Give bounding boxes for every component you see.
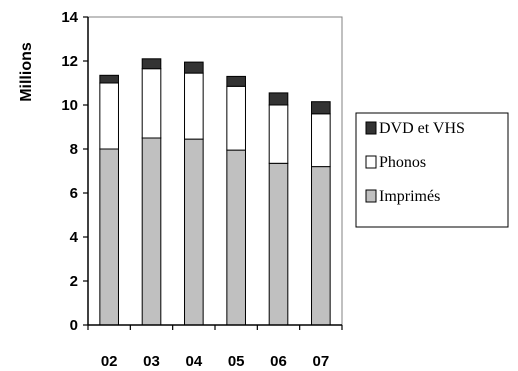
y-axis-title: Millions xyxy=(18,42,35,102)
x-tick-label: 02 xyxy=(101,353,118,370)
bar-segment-06-1 xyxy=(268,104,289,164)
bar-segment-02-2 xyxy=(99,74,119,84)
y-tick-label: 14 xyxy=(61,9,78,26)
bar-segment-05-1 xyxy=(226,85,246,151)
bar-segment-02-0 xyxy=(99,148,119,326)
legend-swatch xyxy=(365,189,377,203)
bar-segment-03-0 xyxy=(141,137,162,326)
legend-label: Imprimés xyxy=(379,188,440,205)
x-tick-label: 07 xyxy=(312,353,329,370)
bar-segment-07-1 xyxy=(311,113,331,168)
y-tick-label: 12 xyxy=(61,53,78,70)
bar-segment-02-1 xyxy=(99,82,119,150)
y-tick-label: 6 xyxy=(70,185,78,202)
bar-segment-05-2 xyxy=(226,75,246,87)
x-tick-label: 05 xyxy=(228,353,245,370)
bar-segment-07-0 xyxy=(311,166,331,326)
bar-segment-06-0 xyxy=(268,162,289,326)
bar-segment-07-2 xyxy=(311,101,331,115)
bar-segment-03-2 xyxy=(141,58,162,70)
bar-segment-06-2 xyxy=(268,92,289,106)
y-tick-label: 10 xyxy=(61,97,78,114)
legend-swatch xyxy=(365,155,377,169)
legend-label: DVD et VHS xyxy=(379,120,465,137)
x-tick-label: 03 xyxy=(143,353,160,370)
y-tick-label: 2 xyxy=(70,273,78,290)
legend: DVD et VHS Phonos Imprimés xyxy=(355,112,509,228)
bars-layer xyxy=(99,58,331,326)
bar-segment-04-2 xyxy=(184,61,204,74)
plot-area-frame xyxy=(87,16,343,326)
y-tick-label: 0 xyxy=(70,317,78,334)
legend-swatch xyxy=(365,121,377,135)
bar-segment-03-1 xyxy=(141,68,162,139)
y-tick-label: 4 xyxy=(70,229,79,246)
bar-segment-05-0 xyxy=(226,149,246,326)
bar-segment-04-0 xyxy=(184,138,204,326)
legend-label: Phonos xyxy=(379,154,426,171)
legend-frame xyxy=(355,112,509,228)
x-tick-label: 06 xyxy=(270,353,287,370)
x-tick-label: 04 xyxy=(185,353,202,370)
bar-segment-04-1 xyxy=(184,72,204,140)
y-tick-label: 8 xyxy=(70,141,78,158)
